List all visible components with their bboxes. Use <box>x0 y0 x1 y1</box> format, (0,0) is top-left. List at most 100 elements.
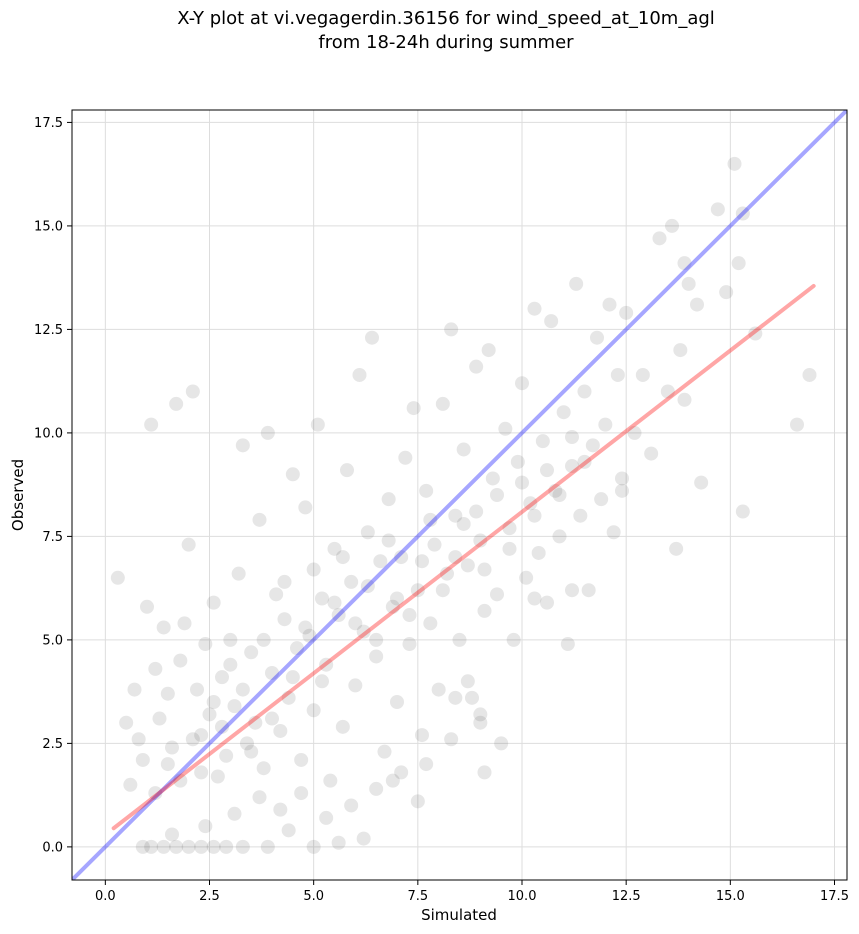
scatter-point <box>173 773 188 788</box>
scatter-point <box>577 454 592 469</box>
x-tick-label: 17.5 <box>820 889 849 904</box>
scatter-point <box>235 438 250 453</box>
scatter-point <box>144 839 159 854</box>
scatter-point <box>148 786 163 801</box>
scatter-point <box>390 694 404 709</box>
scatter-point <box>606 525 621 540</box>
y-tick-label: 7.5 <box>42 530 63 545</box>
scatter-point <box>356 624 371 639</box>
scatter-point <box>181 537 196 552</box>
points-layer <box>110 156 817 854</box>
scatter-point <box>635 367 650 382</box>
ticks: 0.0 2.5 5.0 7.5 10.0 12.5 15.0 17.5 0.0 2.5 5.0 7.5… <box>34 116 849 904</box>
scatter-point <box>206 839 221 854</box>
scatter-point <box>506 632 521 647</box>
scatter-point <box>273 802 288 817</box>
scatter-point <box>173 653 188 668</box>
scatter-point <box>410 794 425 809</box>
scatter-point <box>490 587 504 602</box>
scatter-point <box>473 533 488 548</box>
scatter-point <box>552 488 567 502</box>
scatter-point <box>448 508 463 523</box>
scatter-point <box>394 550 409 565</box>
scatter-point <box>244 645 259 660</box>
scatter-point <box>327 595 342 610</box>
x-tick-label: 2.5 <box>199 889 220 904</box>
scatter-point <box>615 471 629 486</box>
scatter-point <box>110 570 125 585</box>
y-tick-label: 15.0 <box>34 219 63 234</box>
scatter-point <box>523 496 538 511</box>
scatter-point <box>590 330 604 345</box>
scatter-point <box>415 554 429 569</box>
plot-frame <box>71 109 848 881</box>
scatter-point <box>335 550 350 565</box>
scatter-point <box>340 463 354 478</box>
scatter-point <box>323 773 338 788</box>
scatter-point <box>515 475 529 490</box>
scatter-point <box>369 781 384 796</box>
scatter-point <box>444 322 459 337</box>
scatter-point <box>540 463 554 478</box>
scatter-point <box>381 533 396 548</box>
scatter-point <box>344 798 359 813</box>
y-tick-label: 2.5 <box>42 737 63 752</box>
scatter-point <box>610 367 625 382</box>
scatter-point <box>127 682 142 697</box>
scatter-point <box>377 744 392 759</box>
scatter-point <box>156 839 171 854</box>
y-tick-label: 10.0 <box>34 426 63 441</box>
scatter-point <box>394 765 409 780</box>
scatter-point <box>665 218 679 233</box>
scatter-point <box>540 595 554 610</box>
scatter-point <box>710 202 725 217</box>
scatter-point <box>206 694 221 709</box>
scatter-point <box>469 359 484 374</box>
scatter-point <box>627 425 642 440</box>
scatter-point <box>356 831 371 846</box>
scatter-point <box>402 608 417 623</box>
scatter-point <box>585 438 600 453</box>
scatter-point <box>206 595 221 610</box>
scatter-point <box>119 715 134 730</box>
scatter-point <box>223 632 238 647</box>
scatter-point <box>156 620 171 635</box>
scatter-point <box>527 508 542 523</box>
scatter-point <box>390 591 404 606</box>
scatter-point <box>369 632 384 647</box>
scatter-point <box>565 583 579 598</box>
scatter-point <box>265 666 279 681</box>
scatter-point <box>473 715 488 730</box>
scatter-point <box>544 314 559 329</box>
scatter-point <box>485 471 500 486</box>
scatter-point <box>669 541 684 556</box>
y-tick-label: 12.5 <box>34 323 63 338</box>
scatter-point <box>140 599 154 614</box>
scatter-point <box>402 637 417 652</box>
scatter-point <box>498 421 513 436</box>
x-tick-label: 7.5 <box>407 889 428 904</box>
identity-line <box>72 110 847 880</box>
scatter-point <box>694 475 709 490</box>
y-axis-label: Observed <box>9 459 27 531</box>
scatter-point <box>256 761 271 776</box>
scatter-point <box>360 579 375 594</box>
scatter-point <box>731 256 746 271</box>
scatter-point <box>381 492 396 507</box>
scatter-point <box>319 810 334 825</box>
scatter-point <box>527 301 542 316</box>
scatter-point <box>719 285 734 300</box>
scatter-point <box>427 537 442 552</box>
scatter-point <box>473 707 488 722</box>
scatter-point <box>194 839 209 854</box>
scatter-point <box>281 690 296 705</box>
scatter-point <box>573 508 588 523</box>
scatter-point <box>269 587 284 602</box>
chart-title-line-1: X-Y plot at vi.vegagerdin.36156 for wind… <box>177 8 715 29</box>
scatter-point <box>435 583 450 598</box>
scatter-point <box>560 637 575 652</box>
scatter-point <box>435 396 450 411</box>
scatter-point <box>477 603 492 618</box>
scatter-point <box>294 752 309 767</box>
